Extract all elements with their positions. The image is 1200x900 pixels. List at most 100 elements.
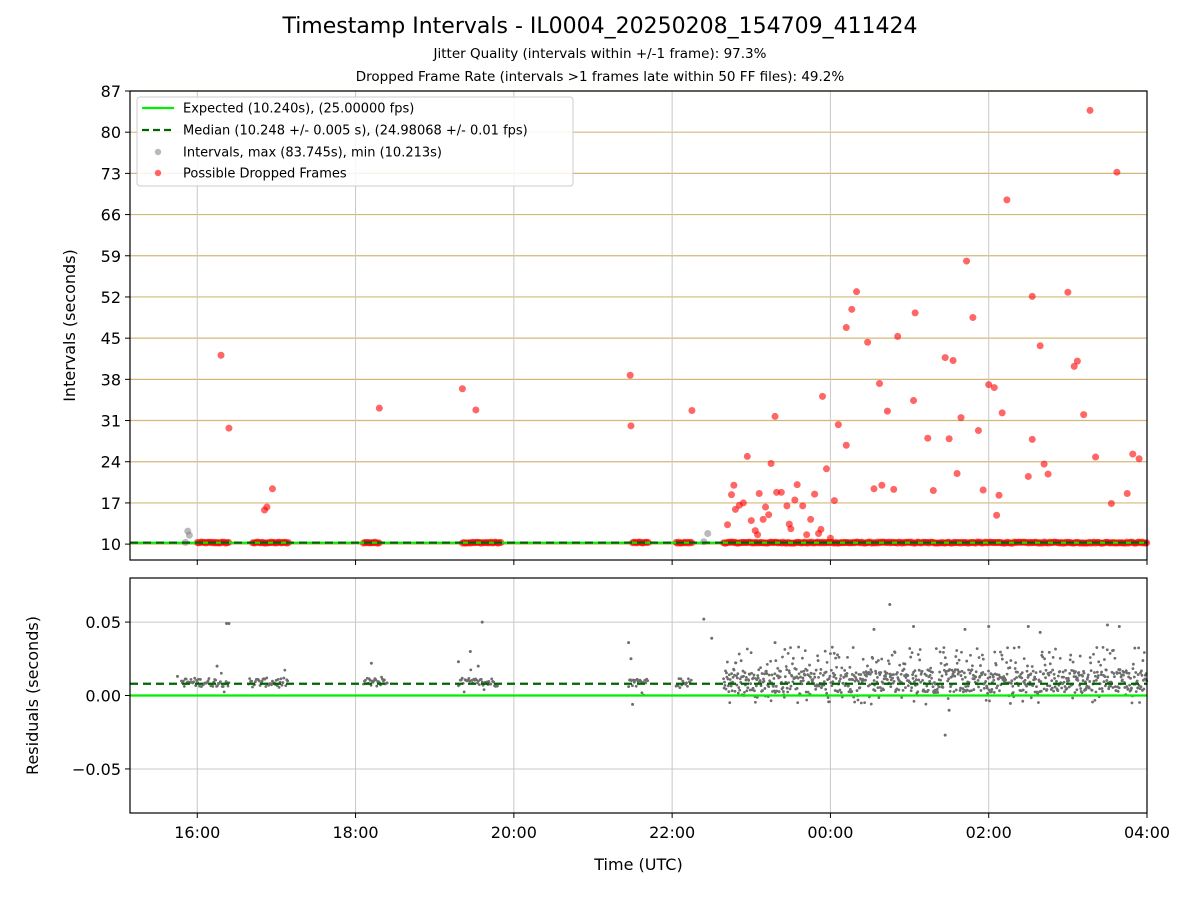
residual-point — [829, 652, 832, 655]
residual-point — [969, 653, 972, 657]
residual-point — [1105, 648, 1109, 652]
residual-point — [1130, 686, 1133, 690]
residual-point — [886, 659, 890, 663]
residual-point — [882, 677, 886, 681]
residual-point — [1011, 684, 1015, 688]
residual-point — [477, 683, 481, 687]
residual-point — [1021, 699, 1025, 703]
residual-point — [968, 671, 972, 675]
residual-point — [1086, 675, 1090, 679]
residual-point — [1108, 651, 1112, 655]
residual-point — [806, 690, 810, 694]
dropped-frame-point — [941, 354, 949, 362]
residual-point — [1096, 674, 1100, 678]
residual-point — [902, 667, 906, 671]
x-axis-label: Time (UTC) — [593, 855, 682, 874]
residual-point — [929, 666, 933, 670]
residual-point — [1044, 668, 1048, 672]
residual-point — [1071, 696, 1075, 700]
dropped-frame-point — [819, 392, 827, 400]
residual-point — [916, 653, 920, 656]
dropped-frame-point — [842, 324, 850, 332]
residual-point — [1000, 657, 1004, 661]
residual-point — [931, 685, 935, 689]
residual-point — [631, 702, 635, 706]
residual-point — [821, 673, 825, 677]
dropped-frame-point — [817, 525, 825, 533]
residual-point — [1095, 646, 1099, 649]
dropped-frame-point — [924, 434, 932, 442]
residual-point — [987, 624, 991, 628]
dropped-frame-point — [807, 515, 815, 523]
dropped-frame-point — [929, 487, 937, 495]
residual-point — [823, 649, 827, 653]
residual-point — [874, 672, 878, 675]
residual-point — [853, 700, 857, 704]
residual-point — [1025, 684, 1028, 688]
chart-title: Timestamp Intervals - IL0004_20250208_15… — [282, 14, 918, 39]
residual-point — [489, 682, 493, 686]
residual-point — [1043, 663, 1047, 667]
residual-point — [770, 673, 774, 677]
residual-point — [783, 675, 787, 679]
dropped-frame-point — [842, 441, 850, 449]
residual-point — [1034, 671, 1038, 675]
residual-point — [918, 658, 922, 662]
residual-point — [1088, 656, 1092, 659]
residual-point — [728, 678, 732, 681]
residual-point — [1100, 670, 1103, 674]
residual-point — [760, 672, 764, 675]
residual-point — [1117, 624, 1121, 628]
residual-point — [369, 661, 373, 665]
residual-point — [848, 665, 852, 669]
residual-point — [1039, 680, 1043, 683]
residual-point — [745, 689, 749, 693]
residual-point — [1113, 685, 1117, 689]
residual-point — [801, 679, 805, 683]
residual-point — [875, 660, 878, 664]
residual-point — [869, 702, 873, 706]
bottom-xtick-label: 20:00 — [491, 823, 537, 842]
bottom-y-axis-label: Residuals (seconds) — [23, 616, 42, 775]
residual-point — [1000, 653, 1004, 657]
residual-point — [1061, 670, 1065, 674]
residual-point — [859, 673, 863, 676]
residual-point — [1081, 679, 1085, 682]
dropped-frame-point — [853, 288, 861, 296]
residual-point — [883, 670, 887, 674]
residual-point — [797, 645, 801, 649]
top-ytick-label: 73 — [101, 164, 121, 183]
residual-point — [976, 679, 980, 682]
residual-point — [1094, 690, 1098, 694]
residual-point — [460, 676, 464, 680]
residual-point — [1058, 656, 1062, 660]
residual-point — [991, 675, 995, 679]
residual-point — [774, 684, 778, 688]
residual-point — [731, 675, 735, 679]
residual-point — [1060, 686, 1064, 690]
residual-point — [1029, 696, 1033, 700]
residual-point — [947, 677, 951, 681]
residual-point — [825, 660, 829, 664]
dropped-frame-point — [747, 517, 755, 525]
dropped-frame-point — [724, 521, 732, 529]
dropped-frame-point — [878, 481, 886, 489]
residual-point — [257, 679, 261, 683]
dropped-frame-point — [1129, 450, 1137, 458]
residual-point — [876, 686, 880, 690]
residual-point — [848, 688, 852, 691]
residual-point — [817, 675, 820, 679]
dropped-frame-point — [883, 407, 891, 415]
dropped-frame-point — [993, 511, 1001, 519]
residual-point — [745, 647, 749, 651]
residual-point — [1089, 661, 1093, 665]
residual-point — [1134, 671, 1138, 674]
dropped-frame-point — [910, 397, 918, 405]
dropped-frame-point — [864, 338, 872, 346]
residual-point — [1013, 667, 1017, 670]
residual-point — [794, 667, 798, 671]
residual-point — [955, 649, 959, 652]
residual-point — [1086, 673, 1090, 677]
residual-point — [948, 689, 952, 693]
